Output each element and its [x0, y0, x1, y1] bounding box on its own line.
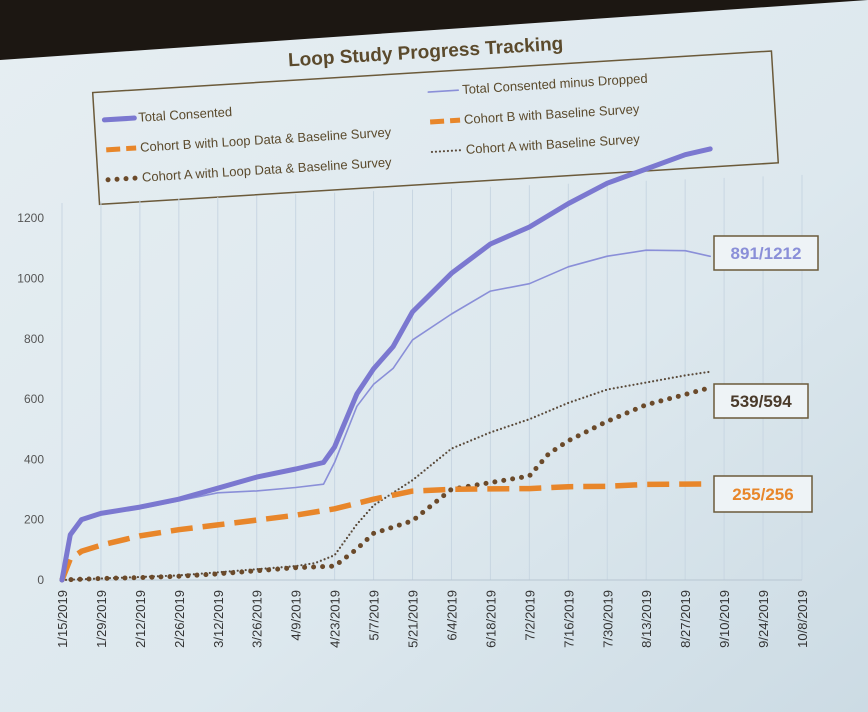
x-tick-label: 7/16/2019 — [561, 590, 576, 648]
series-line-cohort-b-with-baseline-survey — [59, 481, 711, 582]
series-line-cohort-a-with-baseline-survey — [60, 370, 712, 582]
y-tick-label: 1000 — [17, 271, 44, 285]
x-tick-label: 4/9/2019 — [289, 590, 304, 641]
legend-swatch-total-consented-minus-dropped — [427, 89, 460, 93]
x-tick-label: 7/2/2019 — [522, 590, 537, 641]
x-tick-label: 6/18/2019 — [483, 590, 498, 648]
annotation-label: 539/594 — [730, 392, 792, 411]
legend-swatch-cohort-a-baseline — [430, 149, 463, 154]
x-tick-label: 5/7/2019 — [367, 590, 382, 641]
x-tick-label: 8/27/2019 — [678, 590, 693, 648]
y-axis-ticks: 0 200 400 600 800 1000 1200 — [17, 211, 44, 587]
y-tick-label: 800 — [24, 332, 44, 346]
annotation-box — [713, 235, 819, 271]
x-tick-label: 5/21/2019 — [406, 590, 421, 648]
series-line-total-consented — [59, 146, 713, 583]
legend-swatch-cohort-b-loop-data — [106, 145, 137, 153]
x-tick-label: 7/30/2019 — [600, 590, 615, 648]
x-tick-label: 4/23/2019 — [328, 590, 343, 648]
x-tick-label: 1/29/2019 — [94, 590, 109, 648]
x-tick-label: 1/15/2019 — [55, 590, 70, 648]
x-tick-label: 2/26/2019 — [172, 590, 187, 648]
y-tick-label: 200 — [24, 513, 44, 527]
series-layer — [59, 146, 713, 583]
annotation-box — [713, 383, 809, 419]
x-tick-label: 8/13/2019 — [639, 590, 654, 648]
legend-label-total-consented: Total Consented — [138, 104, 233, 125]
annotation-label: 255/256 — [732, 485, 793, 504]
legend-swatch-total-consented — [101, 115, 137, 123]
annotations: 891/1212 539/594 255/256 — [713, 235, 819, 513]
x-tick-label: 10/8/2019 — [795, 590, 810, 648]
x-axis-ticks: 1/15/2019 1/29/2019 2/12/2019 2/26/2019 3/12… — [55, 590, 810, 648]
x-tick-label: 6/4/2019 — [444, 590, 459, 641]
x-tick-label: 3/26/2019 — [250, 590, 265, 648]
legend-swatch-cohort-a-loop-data — [105, 175, 141, 183]
y-tick-label: 600 — [24, 392, 44, 406]
annotation-box — [713, 475, 813, 513]
x-tick-label: 3/12/2019 — [211, 590, 226, 648]
legend-box — [91, 50, 780, 206]
legend-swatch-cohort-b-baseline — [429, 117, 461, 125]
series-line-cohort-a-with-loop-data-baseline-survey — [59, 385, 713, 583]
y-tick-label: 0 — [37, 573, 44, 587]
plot-area: 0 200 400 600 800 1000 1200 1/15/2019 1/29/2019… — [17, 146, 810, 648]
annotation-label: 891/1212 — [731, 244, 802, 263]
x-tick-label: 2/12/2019 — [133, 590, 148, 648]
y-tick-label: 1200 — [17, 211, 44, 225]
y-tick-label: 400 — [24, 452, 44, 466]
x-tick-label: 9/24/2019 — [756, 590, 771, 648]
x-tick-label: 9/10/2019 — [717, 590, 732, 648]
